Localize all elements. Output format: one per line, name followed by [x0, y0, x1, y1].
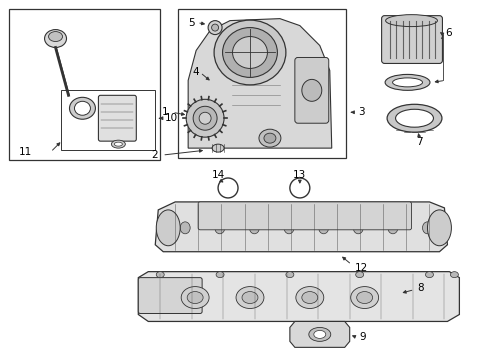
FancyBboxPatch shape: [295, 58, 329, 123]
Ellipse shape: [193, 106, 217, 130]
Ellipse shape: [242, 292, 258, 303]
Text: 10: 10: [165, 113, 178, 123]
Text: 8: 8: [417, 283, 424, 293]
Ellipse shape: [181, 287, 209, 309]
Ellipse shape: [314, 330, 326, 338]
Text: 9: 9: [360, 332, 367, 342]
Ellipse shape: [450, 272, 458, 278]
Ellipse shape: [49, 32, 63, 41]
Bar: [61, 90, 155, 150]
Ellipse shape: [388, 222, 398, 234]
Ellipse shape: [233, 37, 268, 68]
Ellipse shape: [74, 101, 91, 115]
Ellipse shape: [111, 140, 125, 148]
Ellipse shape: [249, 222, 259, 234]
Ellipse shape: [425, 272, 434, 278]
Ellipse shape: [392, 78, 422, 87]
Bar: [178, 9, 346, 158]
Ellipse shape: [302, 292, 318, 303]
FancyBboxPatch shape: [98, 95, 136, 141]
Polygon shape: [290, 321, 350, 347]
Ellipse shape: [70, 97, 96, 119]
Text: 2: 2: [151, 150, 158, 160]
Text: 11: 11: [19, 147, 32, 157]
Ellipse shape: [259, 129, 281, 147]
Polygon shape: [155, 202, 447, 252]
Ellipse shape: [264, 133, 276, 143]
Ellipse shape: [318, 222, 329, 234]
Ellipse shape: [222, 28, 277, 77]
Polygon shape: [138, 272, 460, 321]
Ellipse shape: [386, 15, 438, 27]
Ellipse shape: [286, 272, 294, 278]
FancyBboxPatch shape: [198, 202, 412, 230]
Text: 7: 7: [416, 137, 423, 147]
Ellipse shape: [427, 210, 451, 246]
Text: 1: 1: [162, 107, 168, 117]
Ellipse shape: [215, 222, 225, 234]
Ellipse shape: [199, 112, 211, 124]
FancyBboxPatch shape: [382, 15, 442, 63]
Ellipse shape: [357, 292, 372, 303]
Text: 5: 5: [189, 18, 195, 28]
Ellipse shape: [212, 144, 224, 152]
Polygon shape: [188, 19, 332, 148]
Ellipse shape: [284, 222, 294, 234]
Ellipse shape: [156, 272, 164, 278]
Ellipse shape: [45, 30, 67, 48]
Bar: [9, 9, 160, 160]
Ellipse shape: [422, 222, 433, 234]
Ellipse shape: [187, 292, 203, 303]
Text: 4: 4: [192, 67, 199, 77]
Ellipse shape: [385, 75, 430, 90]
Ellipse shape: [236, 287, 264, 309]
Ellipse shape: [186, 99, 224, 137]
Text: 14: 14: [212, 170, 225, 180]
Ellipse shape: [214, 20, 286, 85]
Ellipse shape: [302, 80, 322, 101]
Ellipse shape: [395, 109, 434, 127]
Ellipse shape: [180, 222, 190, 234]
Ellipse shape: [356, 272, 364, 278]
Text: 12: 12: [355, 263, 368, 273]
Ellipse shape: [351, 287, 379, 309]
Ellipse shape: [216, 272, 224, 278]
Ellipse shape: [296, 287, 324, 309]
Ellipse shape: [208, 21, 222, 35]
Text: 3: 3: [358, 107, 364, 117]
Ellipse shape: [309, 328, 331, 341]
Text: 6: 6: [445, 28, 452, 37]
Ellipse shape: [156, 210, 180, 246]
Ellipse shape: [114, 142, 122, 146]
FancyBboxPatch shape: [138, 278, 202, 314]
Text: 13: 13: [293, 170, 306, 180]
Ellipse shape: [387, 104, 442, 132]
Ellipse shape: [212, 24, 219, 31]
Ellipse shape: [353, 222, 363, 234]
